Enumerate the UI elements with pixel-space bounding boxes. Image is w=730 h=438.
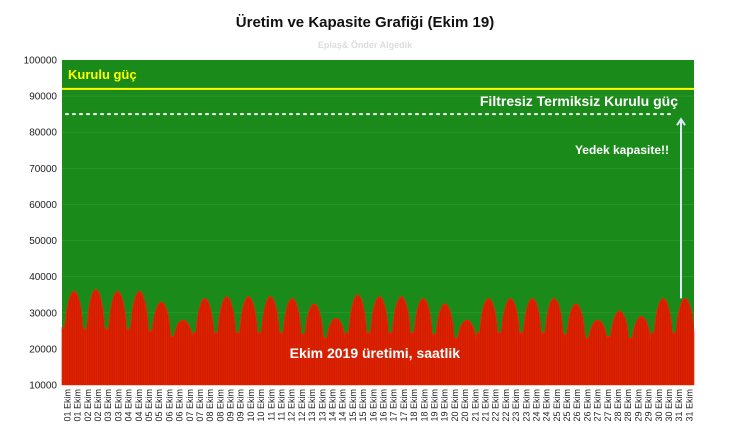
y-tick-label: 40000 (29, 272, 57, 283)
x-tick-label: 01 Ekim (62, 389, 72, 422)
x-tick-label: 24 Ekim (542, 389, 552, 422)
y-tick-label: 70000 (29, 164, 57, 175)
x-tick-label: 16 Ekim (368, 389, 378, 422)
x-tick-label: 08 Ekim (205, 389, 215, 422)
x-tick-label: 19 Ekim (429, 389, 439, 422)
reserve-arrow-head (676, 117, 686, 126)
x-tick-label: 27 Ekim (593, 389, 603, 422)
x-tick-label: 12 Ekim (297, 389, 307, 422)
x-tick-label: 28 Ekim (613, 389, 623, 422)
x-tick-label: 23 Ekim (521, 389, 531, 422)
y-axis-ticks: 10000 20000 30000 40000 50000 60000 70000 80000… (24, 56, 58, 392)
y-tick-label: 20000 (29, 344, 57, 355)
x-tick-label: 03 Ekim (103, 389, 113, 422)
x-tick-label: 31 Ekim (684, 389, 694, 422)
x-tick-label: 14 Ekim (327, 389, 337, 422)
x-tick-label: 29 Ekim (633, 389, 643, 422)
y-tick-label: 60000 (29, 200, 57, 211)
x-tick-label: 06 Ekim (175, 389, 185, 422)
x-tick-label: 15 Ekim (348, 389, 358, 422)
x-tick-label: 20 Ekim (460, 389, 470, 422)
x-tick-label: 22 Ekim (501, 389, 511, 422)
x-tick-label: 25 Ekim (552, 389, 562, 422)
x-tick-label: 19 Ekim (440, 389, 450, 422)
x-tick-label: 11 Ekim (266, 389, 276, 421)
x-tick-label: 30 Ekim (654, 389, 664, 422)
x-tick-label: 13 Ekim (307, 389, 317, 422)
chart-title: Üretim ve Kapasite Grafiği (Ekim 19) (235, 14, 495, 31)
x-tick-label: 20 Ekim (450, 389, 460, 422)
x-tick-label: 23 Ekim (511, 389, 521, 422)
x-tick-label: 10 Ekim (256, 389, 266, 422)
x-tick-label: 02 Ekim (93, 389, 103, 422)
filtered-capacity-label: Filtresiz Termiksiz Kurulu güç (480, 93, 678, 109)
x-tick-label: 18 Ekim (409, 389, 419, 422)
x-tick-label: 08 Ekim (215, 389, 225, 422)
y-tick-label: 30000 (29, 308, 57, 319)
x-tick-label: 29 Ekim (644, 389, 654, 422)
x-tick-label: 27 Ekim (603, 389, 613, 422)
x-tick-label: 30 Ekim (664, 389, 674, 422)
x-axis-ticks: 01 Ekim 01 Ekim 02 Ekim 02 Ekim 03 Ekim 03 Ek… (62, 389, 694, 422)
x-tick-label: 10 Ekim (246, 389, 256, 422)
x-tick-label: 14 Ekim (338, 389, 348, 422)
x-tick-label: 22 Ekim (491, 389, 501, 422)
x-tick-label: 04 Ekim (134, 389, 144, 422)
x-tick-label: 28 Ekim (623, 389, 633, 422)
hourly-bars (61, 291, 694, 385)
x-tick-label: 09 Ekim (236, 389, 246, 422)
reserve-capacity-label: Yedek kapasite!! (575, 143, 669, 157)
x-tick-label: 21 Ekim (470, 389, 480, 422)
x-tick-label: 21 Ekim (480, 389, 490, 422)
x-tick-label: 11 Ekim (276, 389, 286, 421)
y-tick-label: 10000 (29, 381, 57, 392)
x-tick-label: 17 Ekim (389, 389, 399, 422)
x-tick-label: 18 Ekim (419, 389, 429, 422)
y-tick-label: 90000 (29, 92, 57, 103)
x-tick-label: 15 Ekim (358, 389, 368, 422)
y-tick-label: 50000 (29, 236, 57, 247)
x-tick-label: 25 Ekim (562, 389, 572, 422)
x-tick-label: 07 Ekim (185, 389, 195, 422)
x-tick-label: 26 Ekim (582, 389, 592, 422)
x-tick-label: 31 Ekim (674, 389, 684, 422)
installed-capacity-label: Kurulu güç (68, 67, 137, 82)
x-tick-label: 12 Ekim (287, 389, 297, 422)
x-tick-label: 05 Ekim (144, 389, 154, 422)
x-tick-label: 07 Ekim (195, 389, 205, 422)
x-tick-label: 03 Ekim (113, 389, 123, 422)
x-tick-label: 06 Ekim (164, 389, 174, 422)
y-tick-label: 80000 (29, 128, 57, 139)
x-tick-label: 26 Ekim (572, 389, 582, 422)
y-tick-label: 100000 (24, 56, 58, 67)
production-label: Ekim 2019 üretimi, saatlik (290, 345, 461, 361)
x-tick-label: 01 Ekim (73, 389, 83, 422)
x-tick-label: 05 Ekim (154, 389, 164, 422)
x-tick-label: 24 Ekim (531, 389, 541, 422)
x-tick-label: 13 Ekim (317, 389, 327, 422)
x-tick-label: 04 Ekim (124, 389, 134, 422)
x-tick-label: 09 Ekim (225, 389, 235, 422)
x-tick-label: 02 Ekim (83, 389, 93, 422)
chart-subtitle: Epiaş& Önder Algedik (317, 40, 413, 50)
x-tick-label: 16 Ekim (378, 389, 388, 422)
x-tick-label: 17 Ekim (399, 389, 409, 422)
